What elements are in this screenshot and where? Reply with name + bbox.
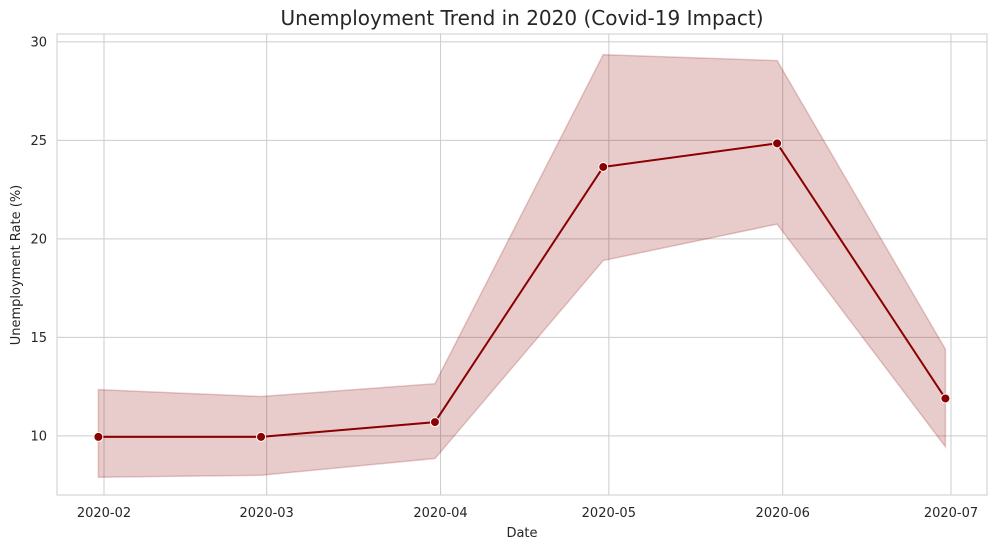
y-tick-label: 10 — [30, 429, 47, 444]
data-point — [93, 431, 104, 442]
data-point — [429, 417, 440, 428]
plot-frame — [56, 33, 988, 496]
x-tick-label: 2020-02 — [77, 506, 131, 521]
data-points — [93, 138, 951, 442]
data-point — [772, 138, 783, 149]
y-axis-label: Unemployment Rate (%) — [9, 185, 24, 346]
y-tick-label: 20 — [30, 232, 47, 247]
x-tick-label: 2020-06 — [756, 506, 810, 521]
x-tick-label: 2020-05 — [582, 506, 636, 521]
data-point — [256, 431, 267, 442]
chart-title: Unemployment Trend in 2020 (Covid-19 Imp… — [280, 6, 763, 30]
y-tick-label: 15 — [30, 331, 47, 346]
x-axis-ticks: 2020-02 2020-03 2020-04 2020-05 2020-06 2020-… — [77, 506, 978, 521]
series-line — [98, 142, 947, 438]
x-tick-label: 2020-04 — [413, 506, 467, 521]
x-axis-label: Date — [506, 526, 537, 541]
grid-lines — [57, 34, 987, 495]
x-tick-label: 2020-07 — [924, 506, 978, 521]
confidence-band — [97, 53, 947, 479]
y-axis-ticks: 10 15 20 25 30 — [30, 35, 47, 444]
data-point — [940, 393, 951, 404]
series-line-layer — [98, 142, 947, 438]
y-tick-label: 30 — [30, 35, 47, 50]
x-tick-label: 2020-03 — [240, 506, 294, 521]
data-point — [598, 161, 609, 172]
y-tick-label: 25 — [30, 134, 47, 149]
confidence-band-layer — [97, 53, 947, 479]
